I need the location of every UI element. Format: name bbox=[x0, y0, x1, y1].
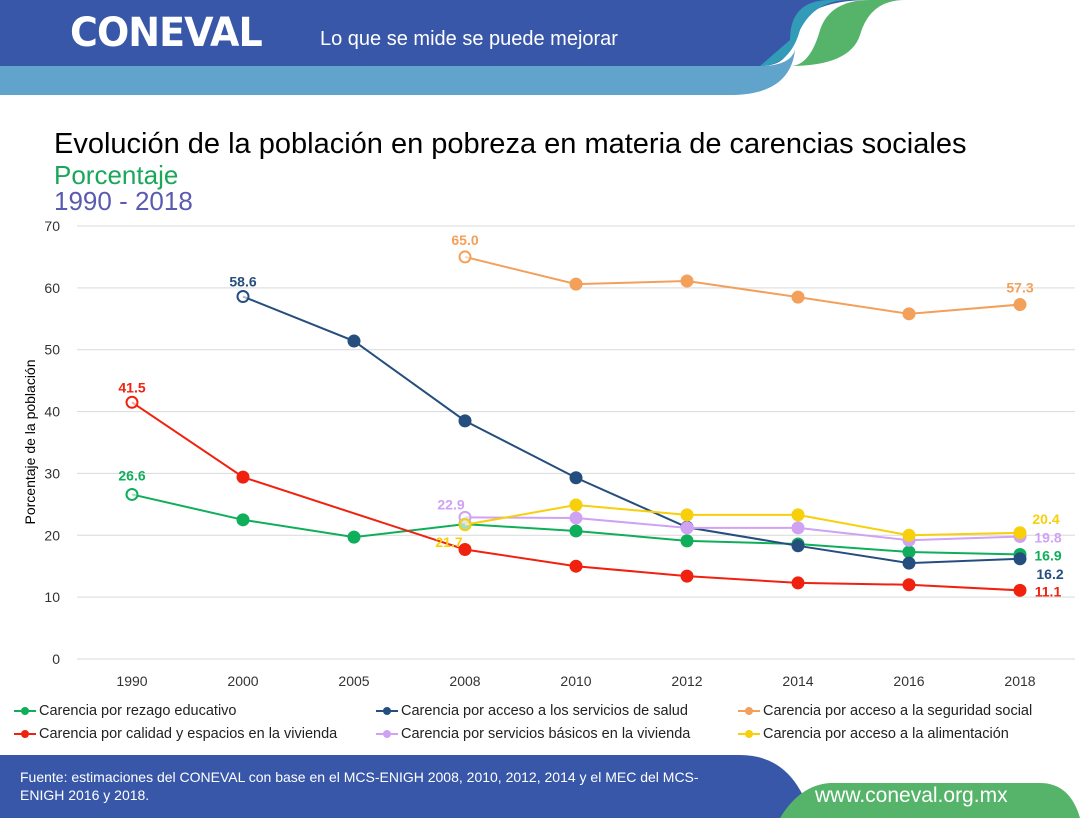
legend-item: Carencia por acceso a la seguridad socia… bbox=[738, 703, 1032, 719]
data-point bbox=[791, 539, 805, 553]
legend-item: Carencia por acceso a los servicios de s… bbox=[376, 703, 688, 719]
data-point bbox=[680, 569, 694, 583]
data-point bbox=[1013, 583, 1027, 597]
legend-label: Carencia por acceso a la alimentación bbox=[763, 726, 1009, 742]
x-tick-label: 2014 bbox=[782, 673, 813, 689]
data-label: 41.5 bbox=[118, 379, 145, 395]
y-tick-label: 40 bbox=[44, 404, 60, 420]
line-chart: 0 10 20 30 40 50 60 70 1990 2000 2005 2008 2010 2012 2… bbox=[22, 218, 1075, 689]
legend-item: Carencia por rezago educativo bbox=[14, 703, 236, 719]
slogan: Lo que se mide se puede mejorar bbox=[320, 28, 618, 50]
chart-subtitle: Porcentaje bbox=[54, 160, 179, 190]
x-tick-label: 2018 bbox=[1004, 673, 1035, 689]
y-axis-label: Porcentaje de la población bbox=[22, 359, 38, 524]
x-tick-label: 2016 bbox=[893, 673, 924, 689]
data-label: 20.4 bbox=[1032, 511, 1059, 527]
data-point bbox=[569, 498, 583, 512]
data-label: 26.6 bbox=[118, 467, 145, 483]
data-label: 19.8 bbox=[1034, 530, 1061, 546]
x-tick-label: 2012 bbox=[671, 673, 702, 689]
coneval-logo: CONEVAL bbox=[70, 10, 263, 56]
data-point bbox=[236, 290, 250, 304]
data-point bbox=[680, 508, 694, 522]
legend-marker-icon bbox=[14, 730, 36, 738]
data-point bbox=[791, 521, 805, 535]
legend-item: Carencia por servicios básicos en la viv… bbox=[376, 726, 690, 742]
data-label: 65.0 bbox=[451, 232, 478, 248]
data-point bbox=[902, 578, 916, 592]
data-point bbox=[458, 518, 472, 532]
series-line bbox=[464, 255, 1021, 315]
data-label: 58.6 bbox=[229, 274, 256, 290]
data-point bbox=[1013, 526, 1027, 540]
legend-item: Carencia por calidad y espacios en la vi… bbox=[14, 726, 337, 742]
series-line bbox=[242, 295, 1021, 565]
series-line bbox=[464, 516, 1021, 542]
data-point bbox=[791, 508, 805, 522]
data-point bbox=[902, 307, 916, 321]
y-tick-label: 0 bbox=[52, 651, 60, 667]
legend-marker-icon bbox=[14, 707, 36, 715]
data-label: 16.9 bbox=[1034, 547, 1061, 563]
legend-label: Carencia por calidad y espacios en la vi… bbox=[39, 726, 338, 742]
data-point bbox=[236, 470, 250, 484]
data-point bbox=[902, 556, 916, 570]
y-tick-label: 70 bbox=[44, 218, 60, 234]
data-point bbox=[569, 471, 583, 485]
footer-banner bbox=[0, 755, 1080, 818]
x-tick-label: 1990 bbox=[116, 673, 147, 689]
legend-marker-icon bbox=[376, 730, 398, 738]
legend-label: Carencia por rezago educativo bbox=[39, 703, 237, 719]
y-tick-label: 50 bbox=[44, 342, 60, 358]
x-tick-label: 2010 bbox=[560, 673, 591, 689]
x-tick-label: 2000 bbox=[227, 673, 258, 689]
legend-label: Carencia por servicios básicos en la viv… bbox=[401, 726, 691, 742]
data-point bbox=[458, 250, 472, 264]
y-tick-label: 10 bbox=[44, 589, 60, 605]
data-point bbox=[569, 559, 583, 573]
data-point bbox=[680, 274, 694, 288]
legend-marker-icon bbox=[376, 707, 398, 715]
x-tick-label: 2008 bbox=[449, 673, 480, 689]
y-tick-label: 60 bbox=[44, 280, 60, 296]
legend-marker-icon bbox=[738, 707, 760, 715]
x-tick-label: 2005 bbox=[338, 673, 369, 689]
data-point bbox=[569, 524, 583, 538]
legend-label: Carencia por acceso a la seguridad socia… bbox=[763, 703, 1033, 719]
chart-period: 1990 - 2018 bbox=[54, 186, 193, 216]
data-point bbox=[1013, 298, 1027, 312]
data-point bbox=[236, 513, 250, 527]
data-point bbox=[458, 414, 472, 428]
source-note: Fuente: estimaciones del CONEVAL con bas… bbox=[20, 769, 699, 803]
data-point bbox=[125, 487, 139, 501]
data-label: 22.9 bbox=[437, 496, 464, 512]
legend-label: Carencia por acceso a los servicios de s… bbox=[401, 703, 688, 719]
data-point bbox=[1013, 552, 1027, 566]
header-banner bbox=[0, 0, 1092, 95]
data-point bbox=[680, 534, 694, 548]
data-label: 16.2 bbox=[1036, 566, 1063, 582]
data-point bbox=[680, 521, 694, 535]
y-tick-label: 30 bbox=[44, 465, 60, 481]
data-point bbox=[125, 395, 139, 409]
legend-marker-icon bbox=[738, 730, 760, 738]
series-line bbox=[131, 401, 1021, 592]
data-point bbox=[569, 277, 583, 291]
data-label: 57.3 bbox=[1006, 280, 1033, 296]
y-tick-label: 20 bbox=[44, 527, 60, 543]
data-point bbox=[902, 528, 916, 542]
data-label: 11.1 bbox=[1035, 583, 1062, 599]
data-point bbox=[902, 545, 916, 559]
data-point bbox=[791, 290, 805, 304]
data-label: 21.7 bbox=[435, 534, 462, 550]
chart-title: Evolución de la población en pobreza en … bbox=[54, 128, 967, 160]
series-line bbox=[464, 503, 1021, 537]
legend-item: Carencia por acceso a la alimentación bbox=[738, 726, 1009, 742]
data-point bbox=[347, 334, 361, 348]
website-url[interactable]: www.coneval.org.mx bbox=[815, 784, 1008, 807]
data-point bbox=[347, 530, 361, 544]
data-point bbox=[791, 576, 805, 590]
data-point bbox=[458, 543, 472, 557]
data-point bbox=[569, 511, 583, 525]
